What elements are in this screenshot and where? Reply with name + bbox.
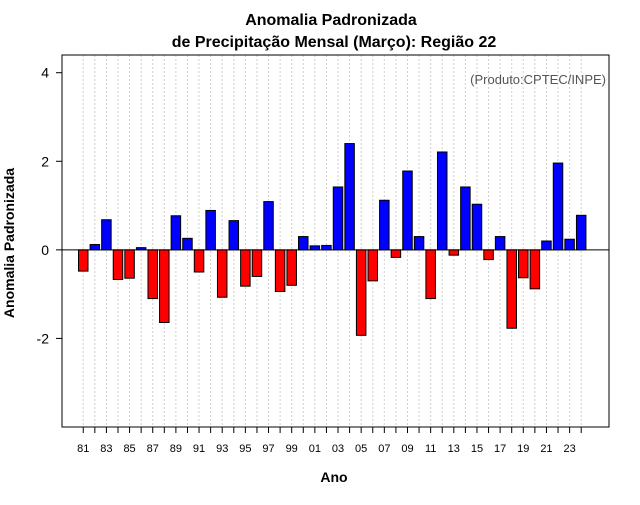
x-tick-label: 09 (401, 443, 413, 455)
x-tick-label: 91 (193, 443, 205, 455)
bar-2017 (494, 236, 506, 251)
bar-1990 (182, 237, 193, 251)
bar-2024 (575, 214, 587, 251)
bar-1988 (159, 249, 170, 323)
bar-2001 (309, 245, 321, 251)
bar-1983 (101, 219, 112, 251)
bar-2023 (564, 238, 575, 251)
bar-1989 (170, 215, 182, 251)
x-tick-label: 89 (170, 443, 182, 455)
bar-2006 (367, 249, 378, 282)
bar-1982 (89, 244, 101, 251)
x-tick-label: 07 (378, 443, 390, 455)
bar-2021 (541, 240, 552, 251)
bar-1984 (112, 249, 124, 281)
x-tick-label: 23 (563, 443, 575, 455)
bar-1987 (147, 249, 158, 300)
bar-2008 (390, 249, 402, 258)
y-tick-label: -2 (37, 330, 50, 346)
bar-2013 (448, 249, 460, 256)
bar-2018 (506, 249, 517, 329)
x-tick-label: 97 (262, 443, 274, 455)
bar-1999 (286, 249, 297, 286)
grid-lines (82, 55, 582, 427)
x-tick-label: 13 (448, 443, 460, 455)
bars (78, 143, 587, 336)
credit-text: (Produto:CPTEC/INPE) (470, 72, 606, 87)
bar-2020 (529, 249, 541, 290)
bar-2009 (402, 170, 413, 251)
bar-1995 (240, 249, 251, 287)
x-tick-label: 85 (123, 443, 135, 455)
plot-frame (61, 54, 610, 428)
y-axis-label: Anomalia Padronizada (1, 168, 17, 318)
x-tick-label: 21 (540, 443, 552, 455)
bar-2004 (344, 143, 355, 251)
bar-1997 (263, 201, 274, 251)
bar-2000 (298, 236, 309, 251)
bar-1981 (78, 249, 89, 272)
bar-2005 (355, 249, 367, 336)
y-tick-label: 4 (41, 65, 49, 81)
y-tick-label: 0 (41, 242, 49, 258)
bar-1998 (274, 249, 286, 292)
bar-2003 (332, 186, 344, 251)
chart-title-line2: de Precipitação Mensal (Março): Região 2… (172, 34, 497, 51)
x-tick-label: 01 (309, 443, 321, 455)
x-tick-label: 15 (471, 443, 483, 455)
chart-title-line1: Anomalia Padronizada (245, 12, 417, 29)
bar-1993 (216, 249, 228, 298)
bar-1996 (251, 249, 263, 277)
x-tick-label: 19 (517, 443, 529, 455)
bar-1985 (124, 249, 135, 279)
bar-2007 (379, 199, 390, 251)
x-axis: 81 83 85 87 89 91 93 95 97 99 01 03 05 07 09 11 13 15 17 19… (77, 427, 582, 455)
y-tick-label: 2 (41, 153, 49, 169)
bar-2022 (552, 162, 564, 251)
x-tick-label: 93 (216, 443, 228, 455)
x-tick-label: 17 (494, 443, 506, 455)
bar-2015 (471, 203, 483, 251)
bar-1991 (193, 249, 205, 273)
bar-2019 (518, 249, 529, 279)
x-axis-label: Ano (320, 469, 347, 485)
x-tick-label: 83 (100, 443, 112, 455)
x-tick-label: 87 (147, 443, 159, 455)
bar-1994 (228, 220, 240, 251)
x-tick-label: 81 (77, 443, 89, 455)
bar-2011 (425, 249, 436, 300)
bar-2010 (413, 236, 425, 251)
y-axis: -2 0 2 4 (37, 65, 62, 346)
bar-2002 (321, 244, 332, 251)
x-tick-label: 05 (355, 443, 367, 455)
bar-1992 (205, 209, 216, 251)
x-tick-label: 11 (425, 443, 436, 455)
bar-2012 (436, 151, 448, 251)
x-tick-label: 95 (239, 443, 251, 455)
x-tick-label: 99 (286, 443, 298, 455)
bar-2016 (483, 249, 494, 261)
x-tick-label: 03 (332, 443, 344, 455)
bar-2014 (460, 186, 471, 251)
